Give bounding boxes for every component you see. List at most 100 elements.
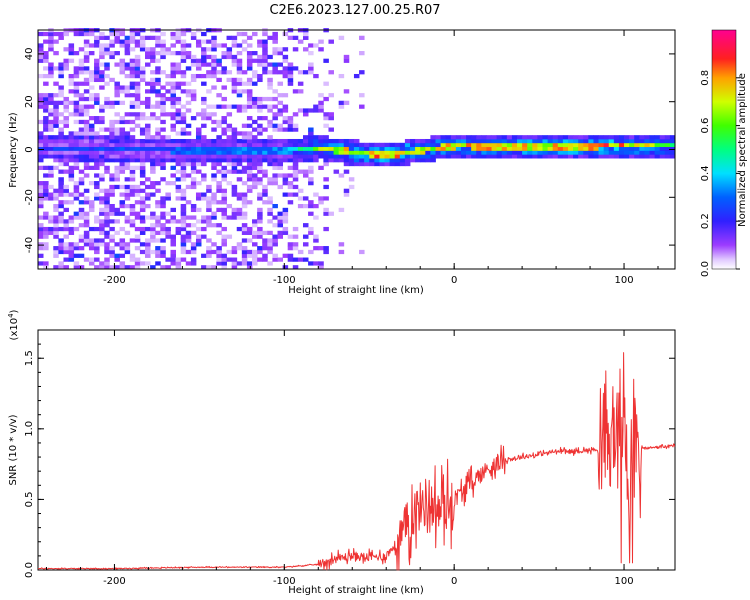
spectrogram-cell <box>277 127 284 132</box>
spectrogram-cell <box>211 223 217 228</box>
spectrogram-cell <box>63 188 69 193</box>
spectrogram-cell <box>43 173 49 178</box>
spectrogram-cell <box>634 150 640 155</box>
spectrogram-cell <box>68 146 75 151</box>
spectrogram-cell <box>114 142 120 148</box>
spectrogram-cell <box>88 116 95 121</box>
spectrogram-cell <box>272 39 278 44</box>
spectrogram-cell <box>348 158 355 163</box>
spectrogram-cell <box>364 154 370 159</box>
spectrogram-cell <box>618 142 625 148</box>
spectrogram-cell <box>170 173 176 178</box>
spectrogram-cell <box>450 138 457 144</box>
spectrogram-cell <box>58 93 64 98</box>
spectrogram-cell <box>562 142 569 148</box>
spectrogram-cell <box>190 150 197 155</box>
spectrogram-cell <box>201 265 207 270</box>
spectrogram-cell <box>83 234 90 239</box>
spectrogram-cell <box>292 89 299 94</box>
spectrogram-cell <box>211 66 217 71</box>
spectrogram-cell <box>160 265 166 270</box>
spectrogram-cell <box>190 161 197 167</box>
spectrogram-cell <box>236 51 243 56</box>
spectrogram-cell <box>567 154 574 159</box>
spectrogram-cell <box>43 127 49 132</box>
spectrogram-cell <box>292 169 299 174</box>
spectrogram-cell <box>139 203 146 209</box>
spectrogram-cell <box>58 181 64 186</box>
spectrogram-cell <box>190 58 197 63</box>
spectrogram-cell <box>88 150 95 155</box>
spectrogram-cell <box>501 138 508 144</box>
spectrogram-cell <box>185 223 192 228</box>
spectrogram-cell <box>211 173 217 178</box>
spectrogram-x-label: Height of straight line (km) <box>288 285 424 296</box>
spectrogram-cell <box>359 161 365 167</box>
spectrogram-cell <box>104 230 110 235</box>
spectrogram-cell <box>246 81 253 86</box>
spectrogram-cell <box>139 131 146 136</box>
spectrogram-cell <box>272 47 278 52</box>
spectrogram-cell <box>338 158 345 163</box>
spectrogram-cell <box>150 249 156 255</box>
spectrogram-cell <box>58 142 64 148</box>
spectrogram-cell <box>267 123 273 128</box>
spectrogram-cell <box>226 104 233 109</box>
spectrogram-cell <box>155 131 161 136</box>
spectrogram-cell <box>124 230 131 235</box>
spectrogram-cell <box>160 51 166 56</box>
spectrogram-cell <box>211 70 217 75</box>
spectrogram-cell <box>134 211 141 216</box>
spectrogram-cell <box>139 196 146 201</box>
spectrogram-cell <box>180 150 187 155</box>
spectrogram-cell <box>593 135 599 140</box>
spectrogram-cell <box>226 51 233 56</box>
spectrogram-cell <box>639 135 645 140</box>
spectrogram-cell <box>63 96 69 102</box>
spectrogram-cell <box>379 142 385 148</box>
spectrogram-cell <box>567 150 574 155</box>
spectrogram-cell <box>150 146 156 151</box>
spectrogram-cell <box>53 234 59 239</box>
spectrogram-cell <box>236 261 243 266</box>
spectrogram-cell <box>78 246 85 251</box>
spectrogram-cell <box>598 135 605 140</box>
spectrogram-cell <box>476 142 482 148</box>
spectrogram-cell <box>639 154 645 159</box>
spectrogram-cell <box>517 154 523 159</box>
spectrogram-cell <box>139 77 146 83</box>
spectrogram-cell <box>292 173 299 178</box>
spectrogram-cell <box>231 131 238 136</box>
spectrogram-cell <box>129 188 136 193</box>
spectrogram-cell <box>338 142 345 148</box>
spectrogram-cell <box>236 154 243 159</box>
spectrogram-cell <box>180 104 187 109</box>
spectrogram-cell <box>104 207 110 213</box>
spectrogram-cell <box>53 192 59 197</box>
spectrogram-cell <box>104 66 110 71</box>
spectrogram-cell <box>292 234 299 239</box>
spectrogram-cell <box>145 192 151 197</box>
spectrogram-cell <box>134 66 141 71</box>
spectrogram-cell <box>94 62 100 67</box>
spectrogram-cell <box>88 85 95 90</box>
spectrogram-cell <box>282 192 289 197</box>
spectrogram-cell <box>201 154 207 159</box>
spectrogram-cell <box>216 246 222 251</box>
y-tick-label: -20 <box>24 189 35 205</box>
spectrogram-cell <box>629 142 635 148</box>
spectrogram-cell <box>323 112 329 117</box>
spectrogram-cell <box>272 165 278 170</box>
spectrogram-cell <box>272 62 278 67</box>
spectrogram-cell <box>145 203 151 209</box>
spectrogram-cell <box>58 150 64 155</box>
spectrogram-cell <box>430 135 436 140</box>
spectrogram-cell <box>53 81 59 86</box>
spectrogram-cell <box>221 261 227 266</box>
spectrogram-cell <box>532 146 538 151</box>
spectrogram-cell <box>262 116 268 121</box>
spectrogram-cell <box>272 181 278 186</box>
spectrogram-cell <box>190 215 197 220</box>
